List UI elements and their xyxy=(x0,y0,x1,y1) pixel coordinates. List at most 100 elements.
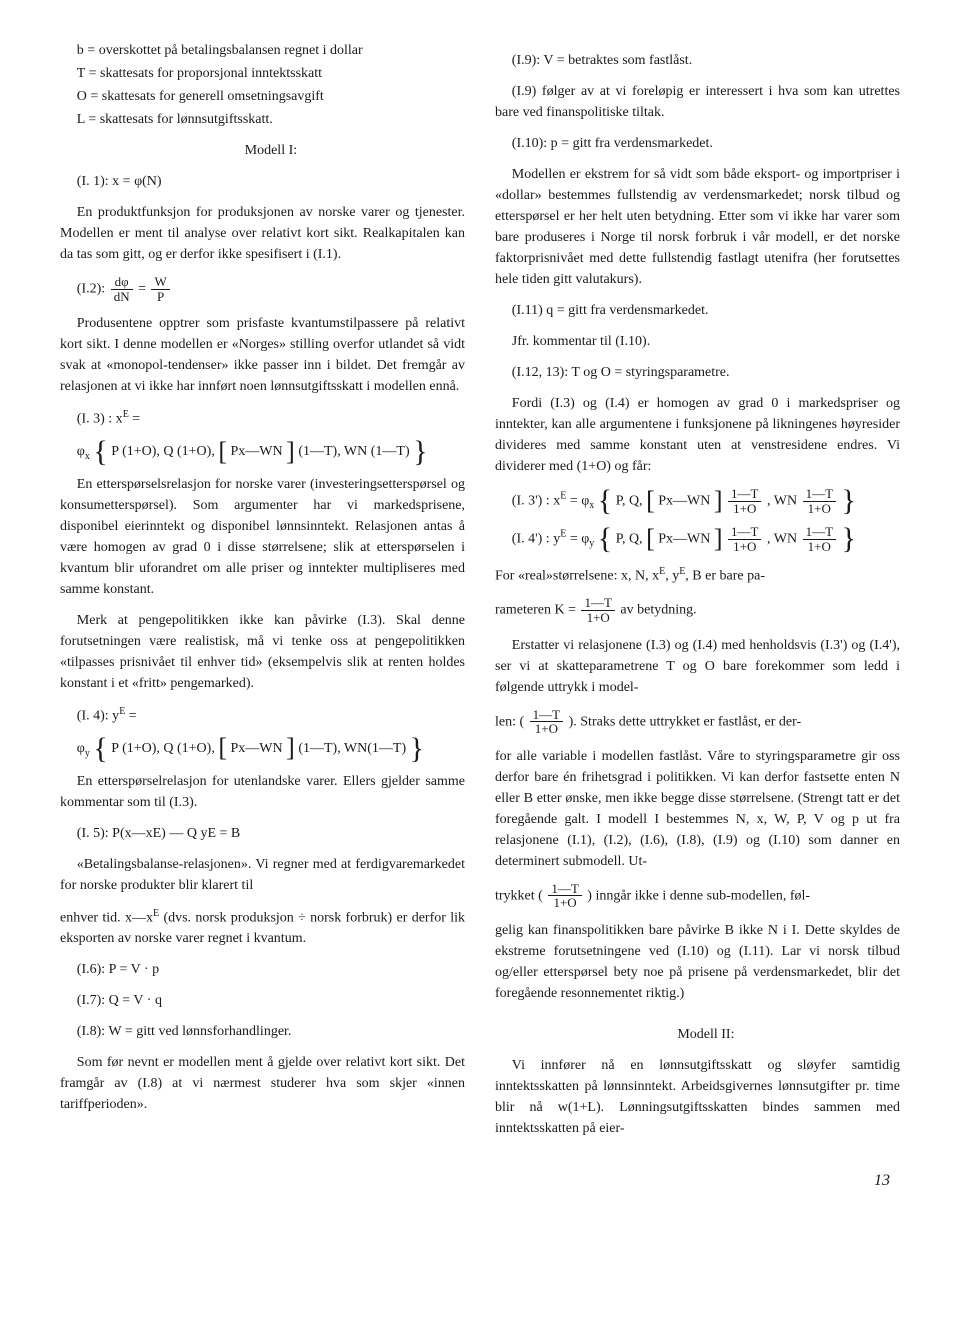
page-number: 13 xyxy=(60,1169,900,1193)
eq-i4p-inner3: , WN xyxy=(767,532,801,547)
para-real: For «real»størrelsene: x, N, xE, yE, B e… xyxy=(495,564,900,587)
para-len-pre: len: ( xyxy=(495,714,524,729)
eq-i11: (I.11) q = gitt fra verdensmarkedet. xyxy=(495,300,900,321)
eq-i3-lhs: (I. 3) : xE = xyxy=(60,407,465,430)
two-column-layout: b = overskottet på betalingsbalansen reg… xyxy=(60,40,900,1149)
para-i10: Modellen er ekstrem for så vidt som både… xyxy=(495,164,900,290)
trykket-den: 1+O xyxy=(548,896,581,910)
eq-i4p-frac1-den: 1+O xyxy=(728,540,761,554)
para-model2: Vi innfører nå en lønnsutgiftsskatt og s… xyxy=(495,1055,900,1139)
eq-i2: (I.2): dφ dN = W P xyxy=(60,275,465,303)
eq-i3p-sub: x xyxy=(589,500,594,511)
eq-i7: (I.7): Q = V · q xyxy=(60,990,465,1011)
eq-i4p-eq: = φ xyxy=(566,532,589,547)
para-erstatter: Erstatter vi relasjonene (I.3) og (I.4) … xyxy=(495,635,900,698)
para-real-mid: , y xyxy=(665,568,679,583)
eq-i4-sub: y xyxy=(85,748,90,759)
model1-heading: Modell I: xyxy=(60,140,465,161)
k-frac: 1—T 1+O xyxy=(581,596,614,624)
eq-i2-label: (I.2): xyxy=(77,281,109,296)
eq-i3p-inner3: , WN xyxy=(767,493,801,508)
eq-i3-eq: = xyxy=(129,412,140,427)
para-i3: En etterspørselsrelasjon for norske vare… xyxy=(60,474,465,600)
len-den: 1+O xyxy=(530,722,563,736)
para-i8: Som før nevnt er modellen ment å gjelde … xyxy=(60,1052,465,1115)
bracket-l: [ xyxy=(218,442,227,463)
eq-i3-phi: φ xyxy=(77,444,85,459)
eq-i3p-frac2-den: 1+O xyxy=(803,502,836,516)
eq-i3p-frac2: 1—T 1+O xyxy=(803,487,836,515)
eq-i3p-frac2-num: 1—T xyxy=(803,487,836,502)
brace-l4: { xyxy=(598,527,612,551)
eq-i4-inner3: (1—T), WN(1—T) xyxy=(298,741,406,756)
para-real-post: , B er bare pa- xyxy=(685,568,765,583)
bracket-r: ] xyxy=(286,442,295,463)
eq-i2-eq: = xyxy=(138,281,149,296)
brace-l2: { xyxy=(93,737,107,761)
bracket-r2: ] xyxy=(286,738,295,759)
eq-i4-inner2: Px—WN xyxy=(231,741,283,756)
bracket-l4: [ xyxy=(646,529,655,550)
right-column: (I.9): V = betraktes som fastlåst. (I.9)… xyxy=(495,40,900,1149)
bracket-l2: [ xyxy=(218,738,227,759)
def-O: O = skattesats for generell omsetningsav… xyxy=(60,86,465,107)
eq-i4p: (I. 4') : yE = φy { P, Q, [ Px—WN ] 1—T … xyxy=(495,525,900,553)
para-trykket-post: ) inngår ikke i denne sub-modellen, føl- xyxy=(587,888,810,903)
def-T: T = skattesats for proporsjonal inntekts… xyxy=(60,63,465,84)
eq-i4-lhs: (I. 4): yE = xyxy=(60,704,465,727)
eq-i3p-label: (I. 3') : x xyxy=(512,493,560,508)
eq-i1: (I. 1): x = φ(N) xyxy=(60,171,465,192)
eq-i3p-inner2: Px—WN xyxy=(658,493,710,508)
bracket-r3: ] xyxy=(714,491,723,512)
eq-i3p-frac1-den: 1+O xyxy=(728,502,761,516)
brace-r4: } xyxy=(842,527,856,551)
def-L: L = skattesats for lønnsutgiftsskatt. xyxy=(60,109,465,130)
def-b: b = overskottet på betalingsbalansen reg… xyxy=(60,40,465,61)
eq-i10: (I.10): p = gitt fra verdensmarkedet. xyxy=(495,133,900,154)
para-i5b-1: enhver tid. x—x xyxy=(60,910,153,925)
para-i5a: «Betalingsbalanse-relasjonen». Vi regner… xyxy=(60,854,465,896)
eq-i3-inner2: Px—WN xyxy=(231,444,283,459)
eq-i4p-frac2: 1—T 1+O xyxy=(803,525,836,553)
para-i1: En produktfunksjon for produksjonen av n… xyxy=(60,202,465,265)
para-i4: En etterspørselrelasjon for utenlandske … xyxy=(60,771,465,813)
eq-i2-rhs-num: W xyxy=(151,275,169,290)
eq-i2-lhs-den: dN xyxy=(111,290,133,304)
para-i2: Produsentene opptrer som prisfaste kvant… xyxy=(60,313,465,397)
eq-i2-lhs-frac: dφ dN xyxy=(111,275,133,303)
left-column: b = overskottet på betalingsbalansen reg… xyxy=(60,40,465,1149)
eq-i3-inner1: P (1+O), Q (1+O), xyxy=(111,444,218,459)
eq-i4p-inner2: Px—WN xyxy=(658,532,710,547)
k-den: 1+O xyxy=(581,611,614,625)
eq-i5: (I. 5): P(x—xE) — Q yE = B xyxy=(60,823,465,844)
para-trykket-pre: trykket ( xyxy=(495,888,543,903)
brace-r3: } xyxy=(842,489,856,513)
eq-i3-sub: x xyxy=(85,451,90,462)
eq-i2-rhs-den: P xyxy=(151,290,169,304)
para-i9: (I.9) følger av at vi foreløpig er inter… xyxy=(495,81,900,123)
trykket-num: 1—T xyxy=(548,882,581,897)
para-trykket: trykket ( 1—T 1+O ) inngår ikke i denne … xyxy=(495,882,900,910)
para-rameter-post: av betydning. xyxy=(620,603,696,618)
len-frac: 1—T 1+O xyxy=(530,708,563,736)
eq-i4p-frac2-num: 1—T xyxy=(803,525,836,540)
eq-i4p-label: (I. 4') : y xyxy=(512,532,560,547)
model2-heading: Modell II: xyxy=(495,1024,900,1045)
k-num: 1—T xyxy=(581,596,614,611)
eq-i6: (I.6): P = V · p xyxy=(60,959,465,980)
para-i3b: Merk at pengepolitikken ikke kan påvirke… xyxy=(60,610,465,694)
eq-i3p-inner1: P, Q, xyxy=(616,493,646,508)
eq-i4p-frac2-den: 1+O xyxy=(803,540,836,554)
para-len: len: ( 1—T 1+O ). Straks dette uttrykket… xyxy=(495,708,900,736)
brace-l: { xyxy=(93,440,107,464)
eq-i4-eq: = xyxy=(125,709,136,724)
eq-i4p-sub: y xyxy=(589,538,594,549)
eq-i4-inner1: P (1+O), Q (1+O), xyxy=(111,741,218,756)
para-rameter: rameteren K = 1—T 1+O av betydning. xyxy=(495,596,900,624)
brace-r2: } xyxy=(410,737,424,761)
eq-i8: (I.8): W = gitt ved lønnsforhandlinger. xyxy=(60,1021,465,1042)
eq-i3-inner3: (1—T), WN (1—T) xyxy=(298,444,409,459)
eq-i9: (I.9): V = betraktes som fastlåst. xyxy=(495,50,900,71)
len-num: 1—T xyxy=(530,708,563,723)
eq-i2-rhs-frac: W P xyxy=(151,275,169,303)
